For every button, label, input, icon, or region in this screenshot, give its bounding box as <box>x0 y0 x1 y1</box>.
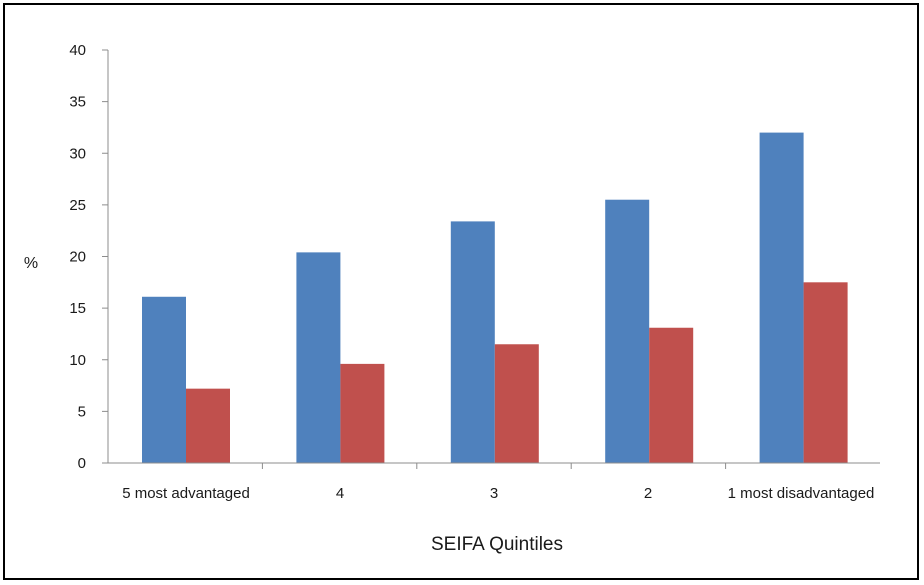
x-category-label: 5 most advantaged <box>122 485 250 502</box>
bars <box>142 132 848 463</box>
y-tick-label: 25 <box>69 197 86 214</box>
bar-series-2-1 <box>186 388 230 463</box>
x-axis-ticks <box>261 463 727 469</box>
y-tick-label: 10 <box>69 352 86 369</box>
y-tick-label: 35 <box>69 94 86 111</box>
y-axis-title: % <box>24 255 38 272</box>
x-category-label: 2 <box>644 485 652 502</box>
bar-series-2-4 <box>649 327 694 463</box>
bar-series-2-3 <box>494 344 539 463</box>
x-axis-title: SEIFA Quintiles <box>431 534 563 555</box>
bar-series-1-2 <box>296 252 341 463</box>
x-axis-labels: 5 most advantaged 4 3 2 1 most disadvantaged <box>122 485 874 502</box>
y-tick-label: 0 <box>78 455 86 472</box>
bar-series-1-1 <box>142 296 186 463</box>
bar-series-2-2 <box>340 363 385 463</box>
y-tick-label: 20 <box>69 249 86 266</box>
y-axis-ticks: 0 5 10 15 20 25 30 35 40 <box>69 42 108 472</box>
y-tick-label: 15 <box>69 300 86 317</box>
x-category-label: 4 <box>336 485 344 502</box>
bar-series-1-4 <box>605 199 650 463</box>
bar-series-1-3 <box>450 221 495 463</box>
x-category-label: 3 <box>490 485 498 502</box>
bar-series-2-5 <box>803 282 848 463</box>
x-category-label: 1 most disadvantaged <box>728 485 875 502</box>
y-tick-label: 30 <box>69 145 86 162</box>
y-tick-label: 40 <box>69 42 86 59</box>
bar-series-1-5 <box>759 132 804 463</box>
y-tick-label: 5 <box>78 403 86 420</box>
